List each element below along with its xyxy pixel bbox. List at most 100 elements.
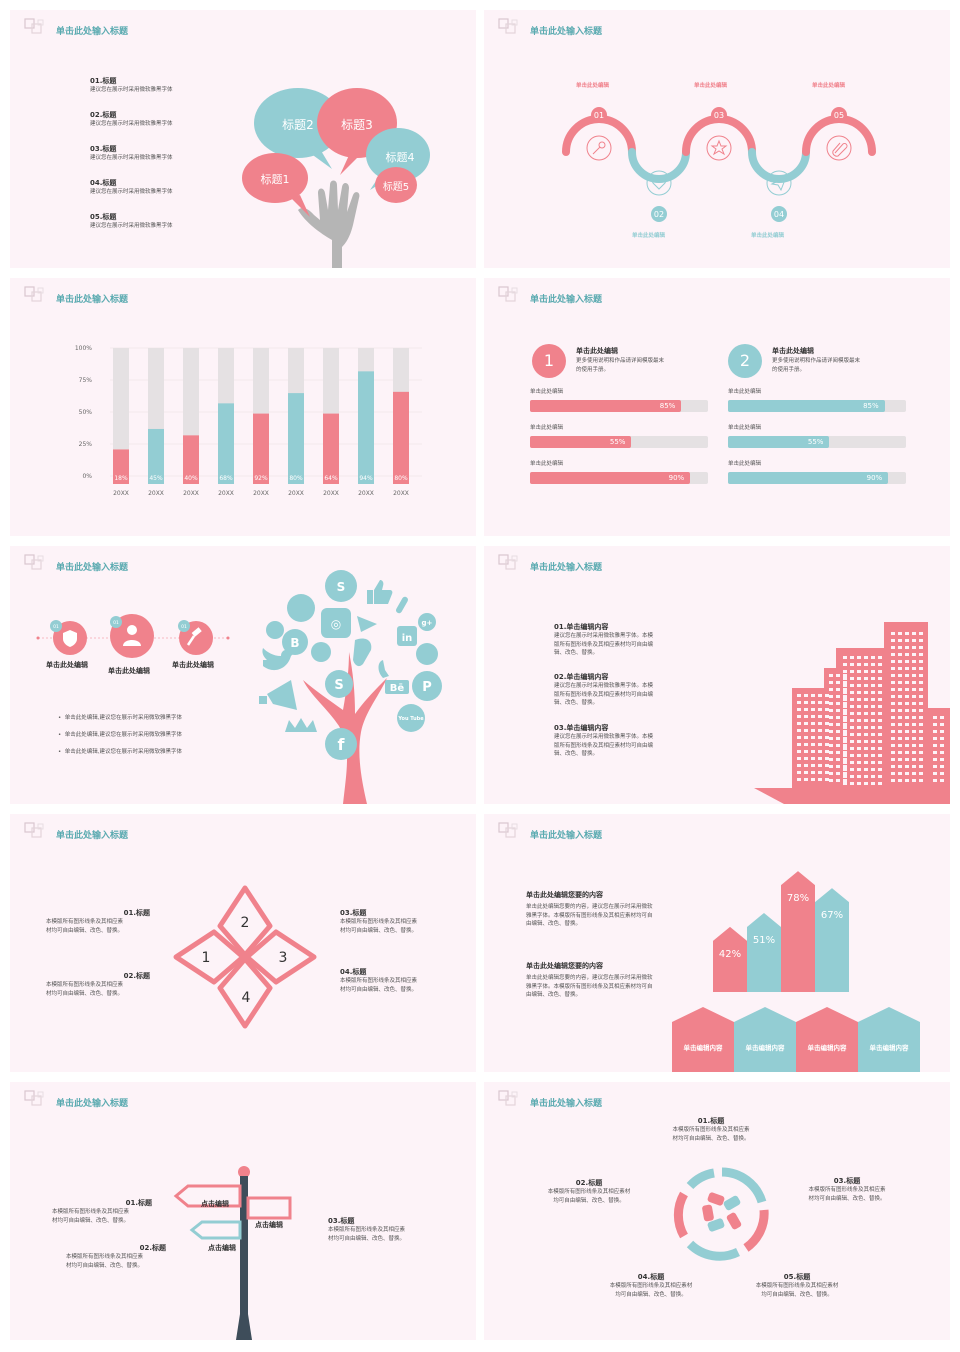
progress-label[interactable]: 单击此处编辑 [728, 389, 762, 395]
window [818, 764, 822, 767]
step-label-02[interactable]: 单击此处编辑 [632, 233, 666, 239]
window [912, 674, 916, 677]
step-label-01[interactable]: 单击此处编辑 [576, 83, 610, 89]
content-item[interactable]: 03.单击编辑内容 建议您在展示时采用微软雅黑字体。本模 版所有图形线条及其相应… [554, 723, 704, 759]
window [804, 708, 808, 711]
content-item[interactable]: 03.标题 本模版所有图形线条及其相应素 材均可自由编辑、改色、替换。 [792, 1176, 902, 1203]
window [919, 751, 923, 754]
bar-value-label: 80% [289, 475, 303, 482]
item-title: 单击此处编辑您要的内容 [526, 962, 603, 970]
list-item[interactable]: 02.标题 建议您在展示时采用微软雅黑字体 [90, 110, 240, 144]
svg-text:S: S [334, 678, 343, 693]
window [891, 639, 895, 642]
list-item[interactable]: 03.标题 建议您在展示时采用微软雅黑字体 [90, 144, 240, 178]
paper-plane-icon [766, 170, 792, 196]
circle-label[interactable]: 单击此处编辑 [172, 661, 214, 669]
window [843, 712, 847, 715]
sign-label[interactable]: 点击编辑 [208, 1244, 236, 1252]
window [864, 656, 868, 659]
bar [183, 435, 199, 484]
progress-label[interactable]: 单击此处编辑 [530, 461, 564, 467]
slide-title[interactable]: 单击此处输入标题 [530, 563, 603, 573]
content-item[interactable]: 单击此处编辑您要的内容 单击此处编辑您要的内容，建议您在展示时采用微软 雅黑字体… [526, 961, 696, 1000]
progress-track: 55% [728, 436, 906, 448]
dribbble-icon [416, 643, 438, 665]
content-item[interactable]: 02.标题 本模版所有图形线条及其相应素 材均可自由编辑、改色、替换。 [66, 1243, 166, 1270]
window [933, 779, 937, 782]
content-item[interactable]: 01.标题 本模版所有图形线条及其相应素 材均可自由编辑、改色、替换。 [52, 1198, 152, 1225]
window [871, 712, 875, 715]
block-title[interactable]: 单击此处编辑 [576, 347, 618, 355]
arrow-percent-label: 42% [719, 949, 741, 960]
content-item[interactable]: 04.标题 本模版所有图形线条及其相应素 材均可自由编辑、改色、替换。 [340, 967, 450, 994]
slide-title[interactable]: 单击此处输入标题 [56, 1099, 129, 1109]
window [818, 708, 822, 711]
window [829, 772, 833, 775]
step-label-03[interactable]: 单击此处编辑 [694, 83, 728, 89]
slide-title[interactable]: 单击此处输入标题 [530, 831, 603, 841]
window [850, 670, 854, 673]
progress-label[interactable]: 单击此处编辑 [728, 425, 762, 431]
content-item[interactable]: 02.标题 本模版所有图形线条及其相应素材 均可自由编辑、改色、替换。 [534, 1178, 644, 1205]
window [940, 730, 944, 733]
window [919, 758, 923, 761]
content-item[interactable]: 02.标题 本模版所有图形线条及其相应素 材均可自由编辑、改色、替换。 [46, 971, 150, 998]
youtube-icon [397, 704, 425, 732]
progress-fill: 55% [728, 436, 830, 448]
content-item[interactable]: 01.标题 本模版所有图形线条及其相应素 材均可自由编辑、改色、替换。 [656, 1116, 766, 1143]
window [804, 771, 808, 774]
window [864, 677, 868, 680]
slide-title[interactable]: 单击此处输入标题 [56, 27, 129, 37]
petal-1 [173, 929, 246, 985]
window [843, 691, 847, 694]
item-line: 材均可自由编辑、改色、替换。 [340, 927, 418, 934]
slide-title[interactable]: 单击此处输入标题 [56, 295, 129, 305]
slide-title[interactable]: 单击此处输入标题 [56, 831, 129, 841]
window [836, 772, 840, 775]
petal-3 [244, 929, 317, 985]
window [804, 743, 808, 746]
thumbs-up-icon [367, 580, 393, 604]
window [871, 775, 875, 778]
content-item[interactable]: 02.单击编辑内容 建议您在展示时采用微软雅黑字体。本模 版所有图形线条及其相应… [554, 672, 704, 708]
slide-title[interactable]: 单击此处输入标题 [56, 563, 129, 573]
window [804, 764, 808, 767]
bar-value-label: 45% [149, 475, 163, 482]
content-item[interactable]: 01.单击编辑内容 建议您在展示时采用微软雅黑字体。本模 版所有图形线条及其相应… [554, 622, 704, 658]
list-item[interactable]: 04.标题 建议您在展示时采用微软雅黑字体 [90, 178, 240, 212]
circle-label[interactable]: 单击此处编辑 [46, 661, 88, 669]
progress-label[interactable]: 单击此处编辑 [530, 389, 564, 395]
content-item[interactable]: 03.标题 本模版所有图形线条及其相应素 材均可自由编辑、改色、替换。 [340, 908, 450, 935]
progress-label[interactable]: 单击此处编辑 [728, 461, 762, 467]
window [898, 695, 902, 698]
content-item[interactable]: 单击此处编辑您要的内容 单击此处编辑您要的内容，建议您在展示时采用微软 雅黑字体… [526, 890, 696, 929]
window [818, 694, 822, 697]
content-item[interactable]: 04.标题 本模版所有图形线条及其相应素材 均可自由编辑、改色、替换。 [596, 1272, 706, 1299]
sign-label[interactable]: 点击编辑 [201, 1200, 229, 1208]
step-label-05[interactable]: 单击此处编辑 [812, 83, 846, 89]
content-item[interactable]: 01.标题 本模版所有图形线条及其相应素 材均可自由编辑、改色、替换。 [46, 908, 150, 935]
window [811, 715, 815, 718]
content-item[interactable]: 03.标题 本模版所有图形线条及其相应素 材均可自由编辑、改色、替换。 [328, 1216, 438, 1243]
window [878, 782, 882, 785]
list-item[interactable]: 05.标题 建议您在展示时采用微软雅黑字体 [90, 212, 240, 246]
window [905, 758, 909, 761]
item-desc: 建议您在展示时采用微软雅黑字体 [90, 155, 173, 161]
item-line: 材均可自由编辑、改色、替换。 [340, 986, 418, 993]
window [940, 744, 944, 747]
progress-track: 90% [728, 472, 906, 484]
list-item[interactable]: 01.标题 建议您在展示时采用微软雅黑字体 [90, 76, 240, 110]
step-label-04[interactable]: 单击此处编辑 [751, 233, 785, 239]
window [864, 726, 868, 729]
window [850, 719, 854, 722]
slide-title[interactable]: 单击此处输入标题 [530, 1099, 603, 1109]
window [825, 722, 829, 725]
progress-label[interactable]: 单击此处编辑 [530, 425, 564, 431]
sign-label[interactable]: 点击编辑 [255, 1221, 283, 1229]
block-title[interactable]: 单击此处编辑 [772, 347, 814, 355]
content-item[interactable]: 05.标题 本模版所有图形线条及其相应素材 均可自由编辑、改色、替换。 [742, 1272, 852, 1299]
circle-label[interactable]: 单击此处编辑 [108, 667, 150, 675]
window [857, 754, 861, 757]
slide-title[interactable]: 单击此处输入标题 [530, 27, 603, 37]
slide-title[interactable]: 单击此处输入标题 [530, 295, 603, 305]
